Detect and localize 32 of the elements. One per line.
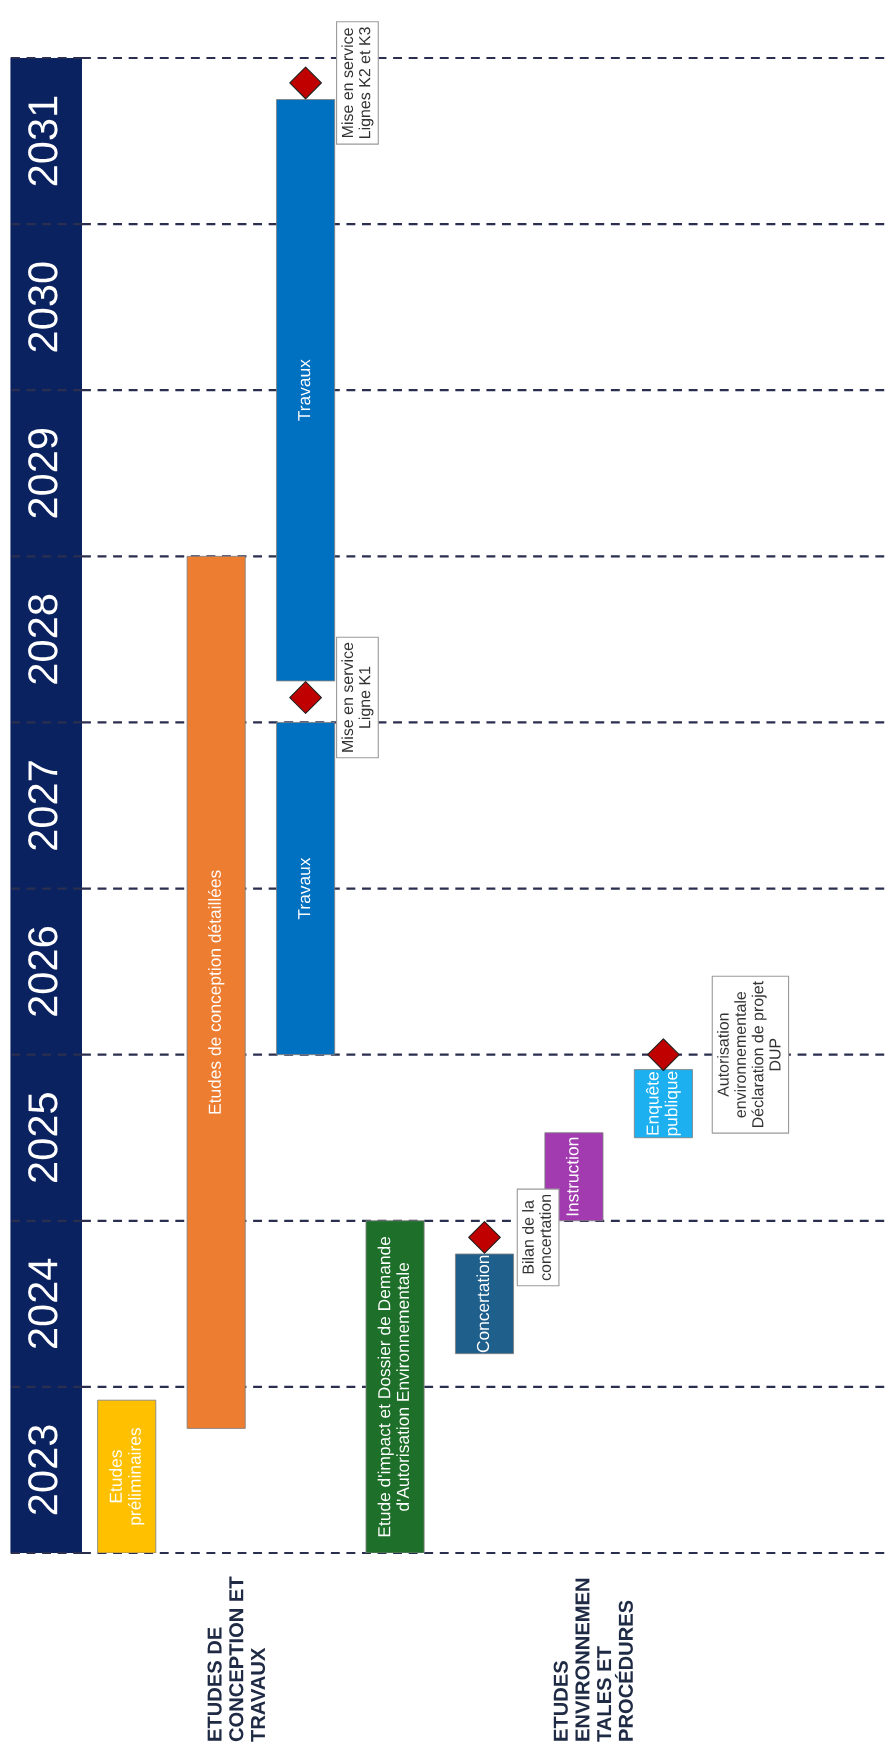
annotation: Bilan de la concertation (522, 1194, 551, 1281)
y-tick-label: 2027 (28, 761, 58, 850)
data-label: Etude d'impact et Dossier de Demande d'Autorisation Environnementale (377, 1236, 410, 1537)
text: ETUDES DE CONCEPTION ET TRAVAUX (207, 1576, 266, 1742)
data-label: Etudes de conception détaillées (207, 870, 225, 1114)
point (468, 1220, 501, 1254)
annotation: Autorisation environnementale Déclaration de projet DUP (717, 981, 781, 1128)
data-label: Instruction (565, 1137, 579, 1216)
bar (276, 99, 336, 682)
data-label: Concertation (476, 1255, 490, 1353)
bar (186, 555, 246, 1429)
text: ETUDES ENVIRONNEMEN TALES ET PROCÉDURES (553, 1578, 633, 1742)
point (289, 681, 323, 714)
data-label: Etudes préliminaires (109, 1428, 145, 1525)
y-tick-label: 2031 (28, 96, 58, 186)
data-label: Travaux (298, 857, 311, 920)
point (646, 1038, 680, 1072)
y-tick-label: 2024 (28, 1258, 58, 1349)
y-tick-label: 2025 (28, 1093, 58, 1182)
y-tick-label: 2026 (28, 927, 58, 1016)
annotation: Mise en service Lignes K2 et K3 (341, 27, 374, 138)
point (289, 66, 323, 100)
y-tick-label: 2030 (28, 262, 58, 352)
annotation: Mise en service Ligne K1 (341, 642, 374, 752)
y-tick-label: 2028 (28, 594, 58, 684)
data-label: Travaux (298, 359, 311, 421)
data-label: Enquête publique (645, 1071, 681, 1136)
y-tick-label: 2029 (28, 428, 58, 518)
bar (97, 1399, 157, 1553)
bar (455, 1253, 514, 1355)
bar (365, 1220, 425, 1553)
y-tick-label: 2023 (28, 1425, 58, 1515)
